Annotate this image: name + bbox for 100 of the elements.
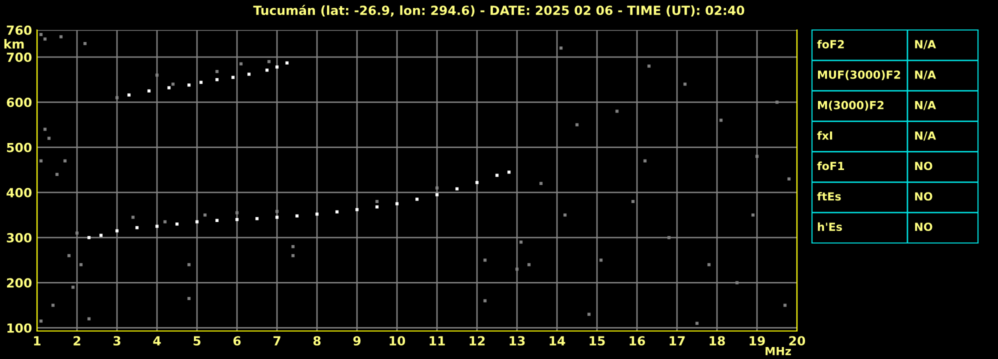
point <box>291 254 295 258</box>
point <box>247 72 251 76</box>
point <box>267 60 271 64</box>
y-tick-label: 100 <box>7 323 32 333</box>
point <box>275 210 279 213</box>
point <box>187 296 191 300</box>
y-tick-label: 200 <box>7 278 32 288</box>
point <box>203 213 207 217</box>
point <box>647 64 651 68</box>
text: MUF(3000)F2 <box>818 70 900 80</box>
point <box>599 258 603 262</box>
point <box>315 212 319 216</box>
point <box>155 74 159 77</box>
point <box>115 96 119 100</box>
text: foF2 <box>817 40 844 48</box>
x-tick-label: 7 <box>273 336 280 346</box>
y-tick-label: 400 <box>6 188 32 198</box>
point <box>751 213 755 217</box>
chart-title: Tucumán (lat: -26.9, lon: 294.6) - DATE: 2025 02 06 - TIME (UT): 02:40 <box>253 4 744 17</box>
x-tick-label: 3 <box>113 336 120 346</box>
point <box>483 258 487 262</box>
point <box>435 186 439 190</box>
point <box>683 82 687 86</box>
text: h'Es <box>818 222 842 232</box>
point <box>59 35 63 38</box>
point <box>275 65 279 69</box>
text: N/A <box>915 101 936 110</box>
y-tick-label: 600 <box>6 98 32 108</box>
point <box>43 128 47 131</box>
point <box>215 218 219 222</box>
point <box>375 200 379 204</box>
x-tick-label: 19 <box>750 336 765 346</box>
point <box>735 281 739 284</box>
point <box>187 84 191 87</box>
point <box>39 32 43 36</box>
point <box>87 236 91 240</box>
x-tick-label: 13 <box>510 336 525 346</box>
x-tick-label: 5 <box>194 336 200 346</box>
point <box>667 236 671 240</box>
point <box>539 182 543 185</box>
text: N/A <box>915 70 936 80</box>
point <box>255 217 259 220</box>
point <box>775 100 779 104</box>
point <box>83 42 87 46</box>
point <box>563 213 567 217</box>
point <box>75 232 79 235</box>
x-tick-label: 17 <box>670 336 685 346</box>
point <box>455 187 459 190</box>
point <box>615 110 619 113</box>
point <box>215 78 219 82</box>
x-tick-label: 12 <box>470 336 485 346</box>
point <box>375 205 379 208</box>
y-tick-label: 500 <box>7 142 32 152</box>
text: fxI <box>817 131 832 140</box>
y-tick-label: 300 <box>6 233 32 243</box>
point <box>483 299 487 302</box>
point <box>643 159 647 162</box>
x-tick-label: 15 <box>590 336 605 346</box>
point <box>79 263 83 266</box>
point <box>215 70 219 74</box>
point <box>291 245 295 248</box>
x-axis-title: MHz <box>766 346 791 356</box>
point <box>265 68 269 72</box>
point <box>335 210 339 214</box>
x-tick-label: 8 <box>313 336 321 346</box>
point <box>707 263 711 266</box>
point <box>163 220 167 224</box>
point <box>39 159 43 162</box>
text: foF1 <box>817 162 844 170</box>
x-tick-label: 6 <box>233 336 241 346</box>
point <box>519 240 523 244</box>
point <box>527 263 531 266</box>
point <box>515 268 519 271</box>
point <box>39 320 43 323</box>
text: NO <box>915 192 932 201</box>
point <box>67 254 71 258</box>
point <box>71 286 75 289</box>
point <box>131 216 135 219</box>
point <box>231 76 235 79</box>
point <box>127 93 131 97</box>
point <box>719 118 723 122</box>
point <box>695 322 699 325</box>
point <box>235 218 239 222</box>
x-tick-label: 16 <box>630 336 646 346</box>
point <box>167 86 171 90</box>
point <box>559 46 563 50</box>
x-tick-label: 10 <box>390 336 406 346</box>
point <box>355 208 359 212</box>
point <box>295 214 299 218</box>
point <box>415 198 419 201</box>
point <box>285 61 289 64</box>
x-tick-label: 1 <box>34 336 40 346</box>
x-tick-label: 20 <box>789 336 806 346</box>
text: NO <box>915 222 932 232</box>
point <box>235 211 239 214</box>
point <box>475 180 479 184</box>
point <box>195 220 199 224</box>
text: ftEs <box>817 192 841 201</box>
x-tick-label: 11 <box>430 336 445 346</box>
y-tick-label: 700 <box>6 52 32 62</box>
